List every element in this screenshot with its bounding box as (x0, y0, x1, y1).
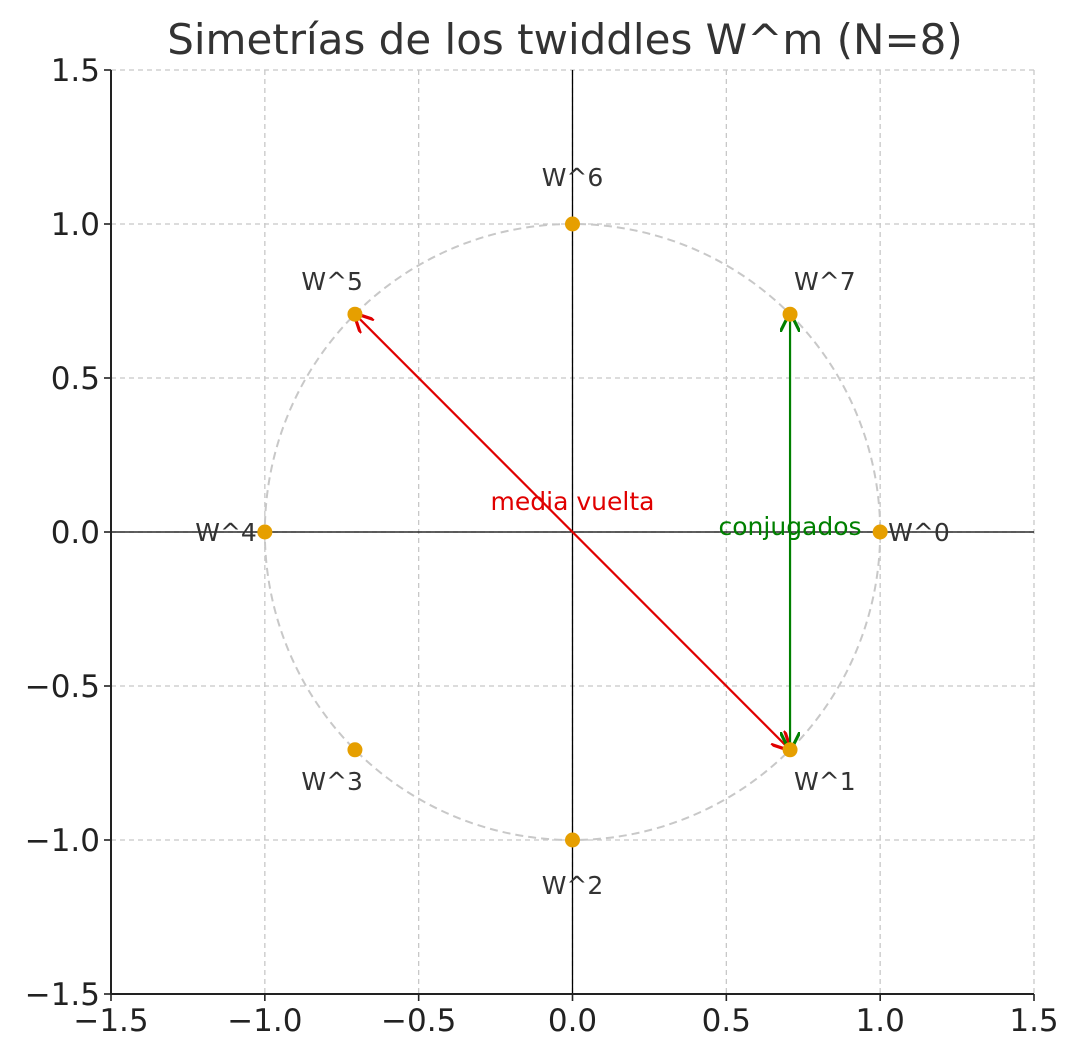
x-tick-label: −0.5 (381, 1003, 456, 1039)
point-label-W2: W^2 (542, 871, 604, 900)
point-W6 (565, 217, 580, 232)
x-tick-label: 0.0 (548, 1003, 597, 1039)
point-W4 (257, 525, 272, 540)
point-label-W7: W^7 (794, 267, 856, 296)
point-label-W0: W^0 (888, 518, 950, 547)
y-tick-label: −0.5 (25, 669, 100, 705)
y-tick-label: 0.5 (51, 361, 100, 397)
x-tick-label: 1.0 (856, 1003, 905, 1039)
x-tick-label: 1.5 (1009, 1003, 1058, 1039)
point-label-W4: W^4 (195, 518, 257, 547)
point-label-W3: W^3 (301, 767, 363, 796)
x-tick-label: −1.0 (227, 1003, 302, 1039)
point-label-W1: W^1 (794, 767, 856, 796)
x-tick-label: 0.5 (702, 1003, 751, 1039)
point-W1 (783, 742, 798, 757)
annotation-label-1: conjugados (719, 512, 862, 541)
y-tick-label: 0.0 (51, 515, 100, 551)
y-axis-ticks: 1.5 1.0 0.5 0.0 −0.5 −1.0 −1.5 (25, 53, 111, 1013)
y-tick-label: 1.5 (51, 53, 100, 89)
annotation-label-0: media vuelta (491, 487, 655, 516)
chart-title: Simetrías de los twiddles W^m (N=8) (167, 15, 963, 64)
point-W3 (347, 742, 362, 757)
point-label-W6: W^6 (542, 163, 604, 192)
point-W5 (347, 307, 362, 322)
y-tick-label: 1.0 (51, 207, 100, 243)
y-tick-label: −1.5 (25, 977, 100, 1013)
point-W2 (565, 833, 580, 848)
point-W0 (873, 525, 888, 540)
y-tick-label: −1.0 (25, 823, 100, 859)
point-W7 (783, 307, 798, 322)
x-axis-ticks: −1.5 −1.0 −0.5 0.0 0.5 1.0 1.5 (73, 994, 1058, 1039)
point-label-W5: W^5 (301, 267, 363, 296)
